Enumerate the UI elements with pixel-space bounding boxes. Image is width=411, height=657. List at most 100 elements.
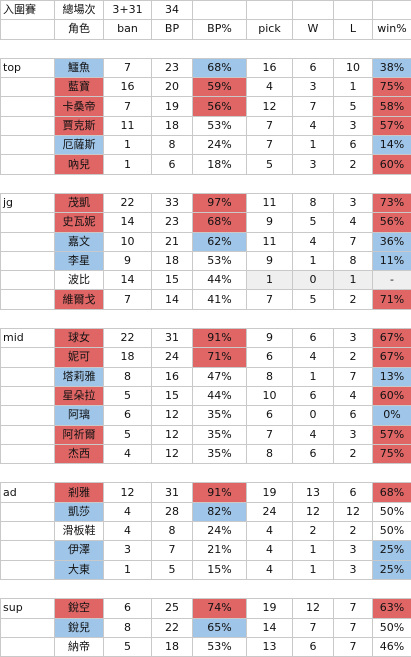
cell-bp[interactable]: 18	[152, 251, 193, 270]
cell-hero[interactable]: 球女	[55, 329, 104, 348]
cell-pick[interactable]: 1	[247, 271, 293, 290]
cell-role-label[interactable]: ad	[1, 483, 55, 502]
cell-ban[interactable]: 1	[104, 155, 152, 174]
cell-pick[interactable]: 13	[247, 637, 293, 656]
cell-hero[interactable]: 杰西	[55, 444, 104, 463]
cell-empty[interactable]	[293, 579, 334, 598]
cell-loss[interactable]: 3	[334, 329, 373, 348]
cell-win-pct[interactable]: 67%	[373, 329, 411, 348]
cell-hero[interactable]: 史瓦妮	[55, 213, 104, 232]
cell-win[interactable]: 2	[293, 522, 334, 541]
cell-win[interactable]: 3	[293, 155, 334, 174]
cell-bp-pct[interactable]: 35%	[193, 444, 247, 463]
cell-bp-pct[interactable]: 44%	[193, 271, 247, 290]
cell-bp-pct[interactable]: 15%	[193, 560, 247, 579]
cell-empty[interactable]	[1, 155, 55, 174]
cell-bp[interactable]: 5	[152, 560, 193, 579]
cell-pick[interactable]: 16	[247, 58, 293, 77]
cell-bp[interactable]: 23	[152, 58, 193, 77]
cell-total-games-formula[interactable]: 3+31	[104, 1, 152, 20]
cell-win[interactable]: 4	[293, 425, 334, 444]
cell-hero[interactable]: 維爾戈	[55, 290, 104, 309]
cell-win-pct[interactable]: 75%	[373, 78, 411, 97]
cell-pick[interactable]: 7	[247, 116, 293, 135]
cell-empty[interactable]	[55, 174, 104, 193]
cell-empty[interactable]	[293, 309, 334, 328]
cell-empty[interactable]	[152, 579, 193, 598]
cell-hero[interactable]: 凱莎	[55, 502, 104, 521]
cell-bp[interactable]: 12	[152, 425, 193, 444]
cell-empty[interactable]	[104, 174, 152, 193]
cell-empty[interactable]	[373, 309, 411, 328]
cell-win-pct[interactable]: 71%	[373, 290, 411, 309]
cell-empty[interactable]	[152, 39, 193, 58]
cell-bp-pct[interactable]: 71%	[193, 348, 247, 367]
cell-bp[interactable]: 33	[152, 193, 193, 212]
column-header-loss[interactable]: L	[334, 20, 373, 39]
cell-hero[interactable]: 大東	[55, 560, 104, 579]
cell-empty[interactable]	[373, 579, 411, 598]
cell-bp-pct[interactable]: 21%	[193, 541, 247, 560]
cell-win[interactable]: 0	[293, 271, 334, 290]
cell-win-pct[interactable]: 0%	[373, 406, 411, 425]
cell-win-pct[interactable]: 56%	[373, 213, 411, 232]
cell-bp[interactable]: 18	[152, 116, 193, 135]
cell-pick[interactable]: 14	[247, 618, 293, 637]
cell-pick[interactable]: 19	[247, 599, 293, 618]
cell-win[interactable]: 7	[293, 97, 334, 116]
cell-hero[interactable]: 塔莉雅	[55, 367, 104, 386]
cell-win-pct[interactable]: 50%	[373, 618, 411, 637]
cell-pick[interactable]: 7	[247, 290, 293, 309]
cell-empty[interactable]	[1, 444, 55, 463]
cell-win[interactable]: 4	[293, 232, 334, 251]
column-header-bp[interactable]: BP	[152, 20, 193, 39]
cell-hero[interactable]: 鱷魚	[55, 58, 104, 77]
cell-bp[interactable]: 24	[152, 348, 193, 367]
cell-pick[interactable]: 6	[247, 348, 293, 367]
cell-empty[interactable]	[1, 251, 55, 270]
cell-ban[interactable]: 7	[104, 97, 152, 116]
cell-empty[interactable]	[1, 39, 55, 58]
cell-win-pct[interactable]: 68%	[373, 483, 411, 502]
cell-bp[interactable]: 18	[152, 637, 193, 656]
cell-loss[interactable]: 6	[334, 483, 373, 502]
cell-loss[interactable]: 2	[334, 522, 373, 541]
cell-ban[interactable]: 1	[104, 560, 152, 579]
cell-bp[interactable]: 23	[152, 213, 193, 232]
cell-win-pct[interactable]: 75%	[373, 444, 411, 463]
cell-win-pct[interactable]: 25%	[373, 560, 411, 579]
cell-pick[interactable]: 11	[247, 232, 293, 251]
cell-empty[interactable]	[104, 39, 152, 58]
cell-win-pct[interactable]: 14%	[373, 136, 411, 155]
cell-bp[interactable]: 12	[152, 444, 193, 463]
cell-hero[interactable]: 吶兒	[55, 155, 104, 174]
cell-bp-pct[interactable]: 68%	[193, 58, 247, 77]
cell-bp-pct[interactable]: 18%	[193, 155, 247, 174]
cell-pick[interactable]: 8	[247, 444, 293, 463]
cell-bp-pct[interactable]: 91%	[193, 483, 247, 502]
cell-ban[interactable]: 3	[104, 541, 152, 560]
cell-bp-pct[interactable]: 35%	[193, 406, 247, 425]
column-header-win[interactable]: W	[293, 20, 334, 39]
cell-empty[interactable]	[193, 464, 247, 483]
cell-loss[interactable]: 1	[334, 78, 373, 97]
cell-empty[interactable]	[293, 39, 334, 58]
cell-empty[interactable]	[247, 309, 293, 328]
cell-empty[interactable]	[293, 1, 334, 20]
cell-empty[interactable]	[334, 309, 373, 328]
cell-ban[interactable]: 7	[104, 58, 152, 77]
cell-empty[interactable]	[193, 1, 247, 20]
cell-loss[interactable]: 3	[334, 193, 373, 212]
cell-empty[interactable]	[1, 425, 55, 444]
cell-hero[interactable]: 李星	[55, 251, 104, 270]
cell-loss[interactable]: 6	[334, 136, 373, 155]
column-header-win-pct[interactable]: win%	[373, 20, 411, 39]
cell-win-pct[interactable]: -	[373, 271, 411, 290]
cell-ban[interactable]: 22	[104, 329, 152, 348]
cell-empty[interactable]	[152, 174, 193, 193]
cell-win[interactable]: 1	[293, 136, 334, 155]
cell-hero[interactable]: 剎雅	[55, 483, 104, 502]
cell-loss[interactable]: 7	[334, 367, 373, 386]
cell-hero[interactable]: 妮可	[55, 348, 104, 367]
cell-bp[interactable]: 21	[152, 232, 193, 251]
